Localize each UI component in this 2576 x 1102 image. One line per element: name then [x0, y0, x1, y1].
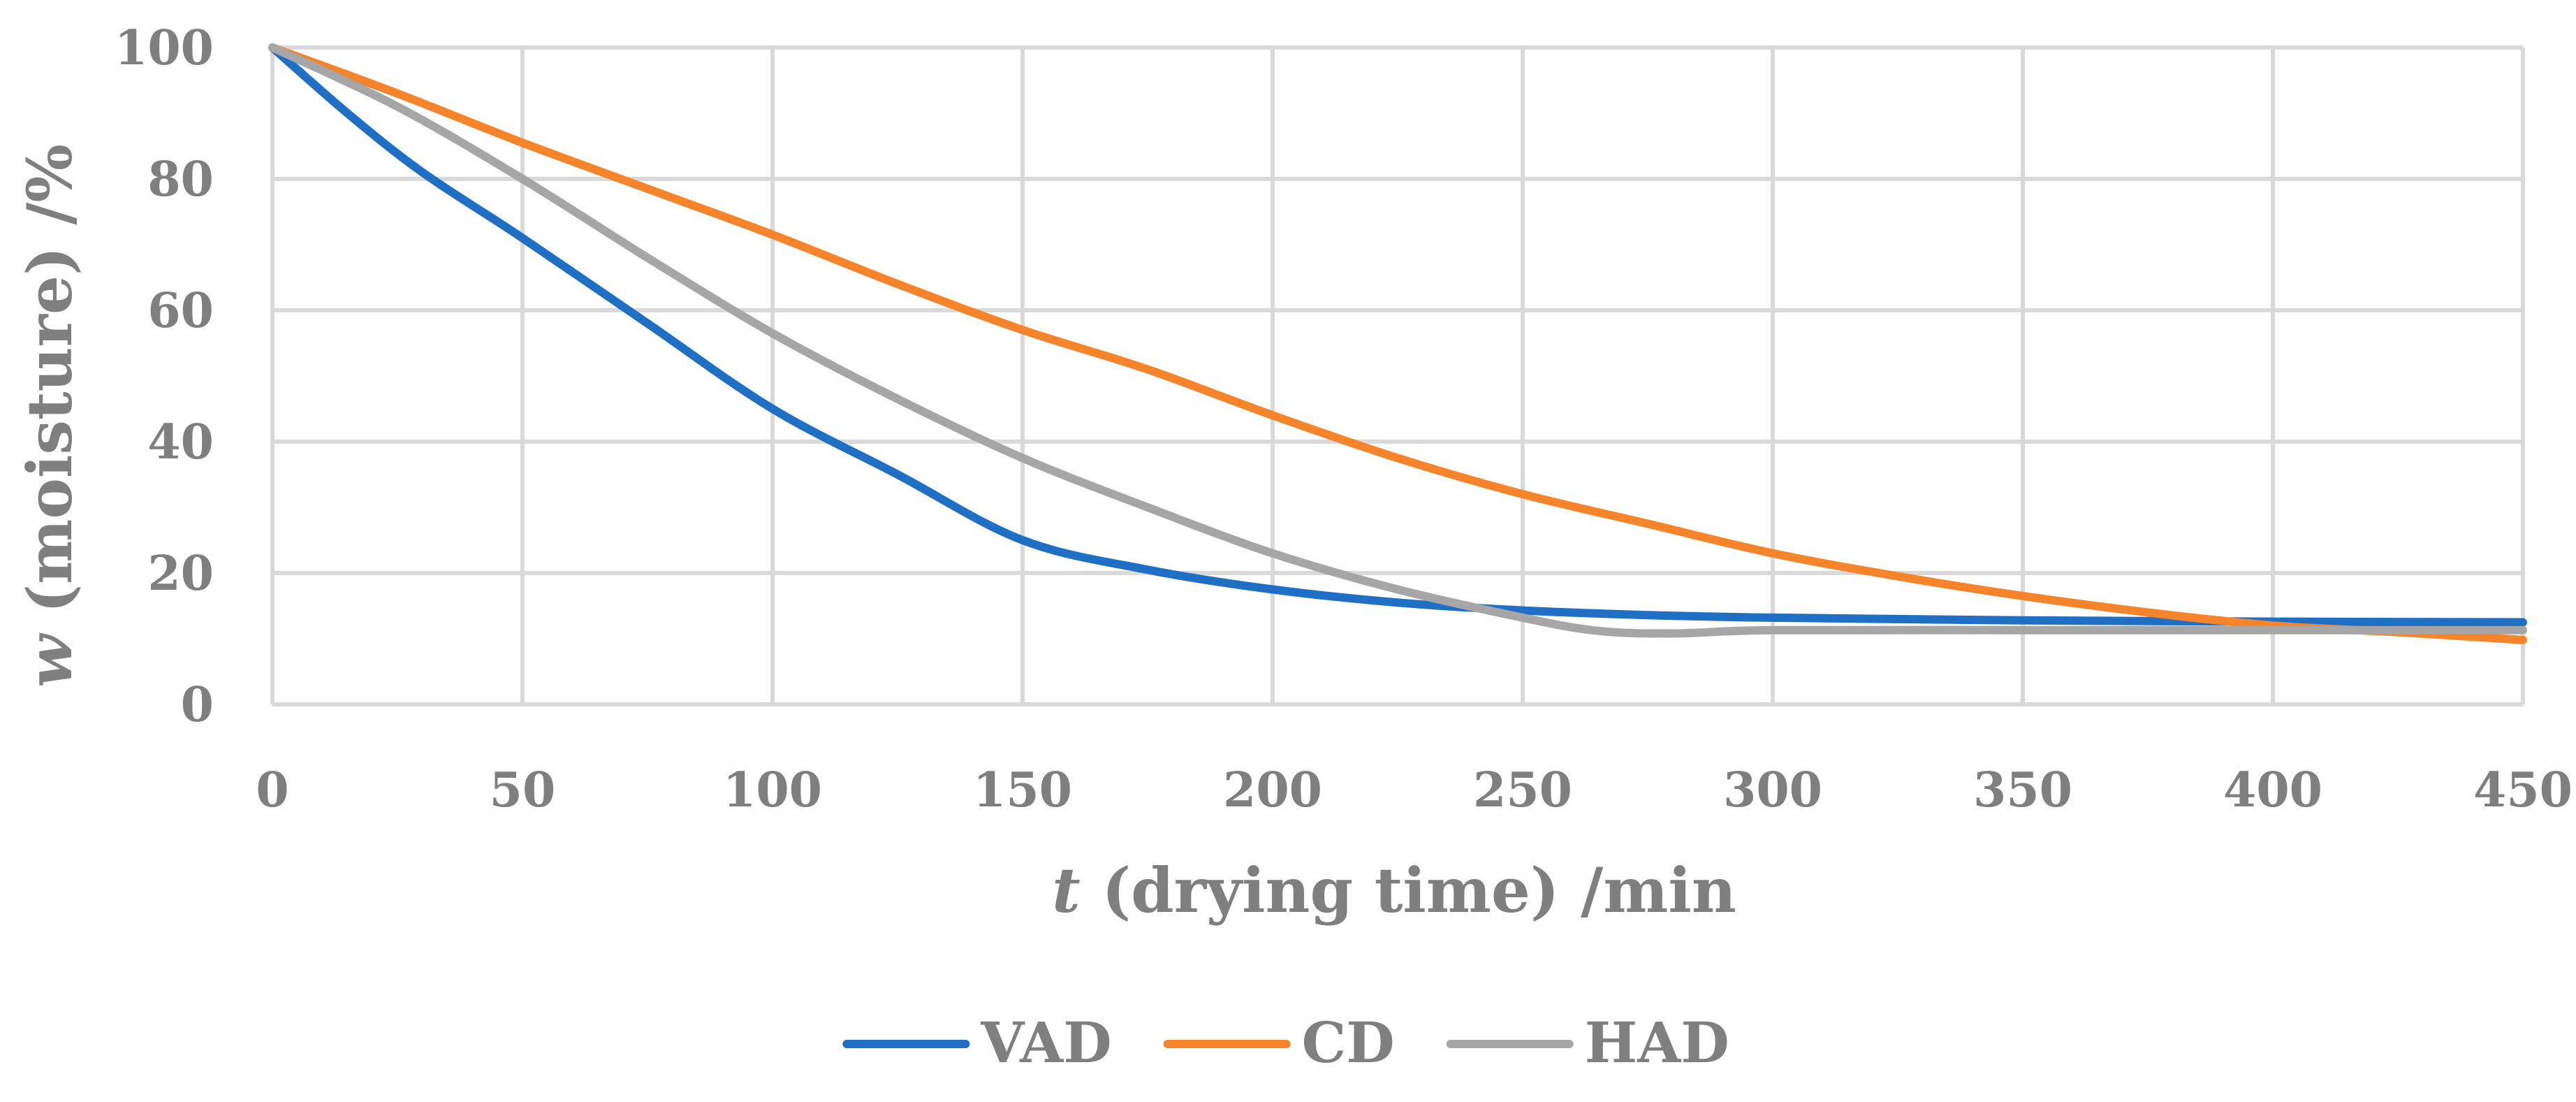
legend-item-cd: CD [1163, 1010, 1395, 1075]
y-axis-title-text: (moisture) /% [13, 144, 86, 635]
x-tick-label: 150 [973, 762, 1072, 818]
y-axis-variable: w [13, 632, 86, 688]
x-tick-label: 450 [2473, 762, 2573, 818]
x-tick-label: 250 [1473, 762, 1572, 818]
x-tick-label: 300 [1723, 762, 1822, 818]
legend-label: VAD [980, 1010, 1111, 1075]
legend: VAD CD HAD [842, 1010, 1729, 1075]
series-lines [268, 43, 2527, 644]
x-tick-label: 200 [1223, 762, 1322, 818]
y-tick-label: 20 [147, 546, 214, 602]
y-tick-label: 60 [147, 283, 214, 339]
series-line-cd [268, 43, 2527, 644]
x-axis-ticks: 0 50 100 150 200 250 300 350 400 450 [256, 762, 2573, 818]
x-tick-label: 50 [490, 762, 556, 818]
y-axis-title: w (moisture) /% [13, 144, 86, 688]
series-line-vad [268, 43, 2527, 627]
legend-item-had: HAD [1446, 1010, 1729, 1075]
series-line-had [268, 43, 2527, 638]
legend-label: CD [1302, 1010, 1395, 1075]
x-axis-title: t (drying time) /min [1052, 854, 1736, 927]
x-tick-label: 100 [723, 762, 822, 818]
x-axis-variable: t [1052, 854, 1081, 927]
y-axis-ticks: 0 20 40 60 80 100 [115, 20, 214, 733]
x-axis-title-text: (drying time) /min [1081, 854, 1736, 927]
y-tick-label: 100 [115, 20, 214, 76]
x-tick-label: 350 [1973, 762, 2072, 818]
x-tick-label: 400 [2223, 762, 2322, 818]
legend-item-vad: VAD [842, 1010, 1112, 1075]
legend-label: HAD [1585, 1010, 1729, 1075]
y-tick-label: 0 [181, 677, 214, 733]
x-tick-label: 0 [256, 762, 288, 818]
y-tick-label: 40 [147, 414, 214, 470]
y-tick-label: 80 [147, 152, 214, 208]
